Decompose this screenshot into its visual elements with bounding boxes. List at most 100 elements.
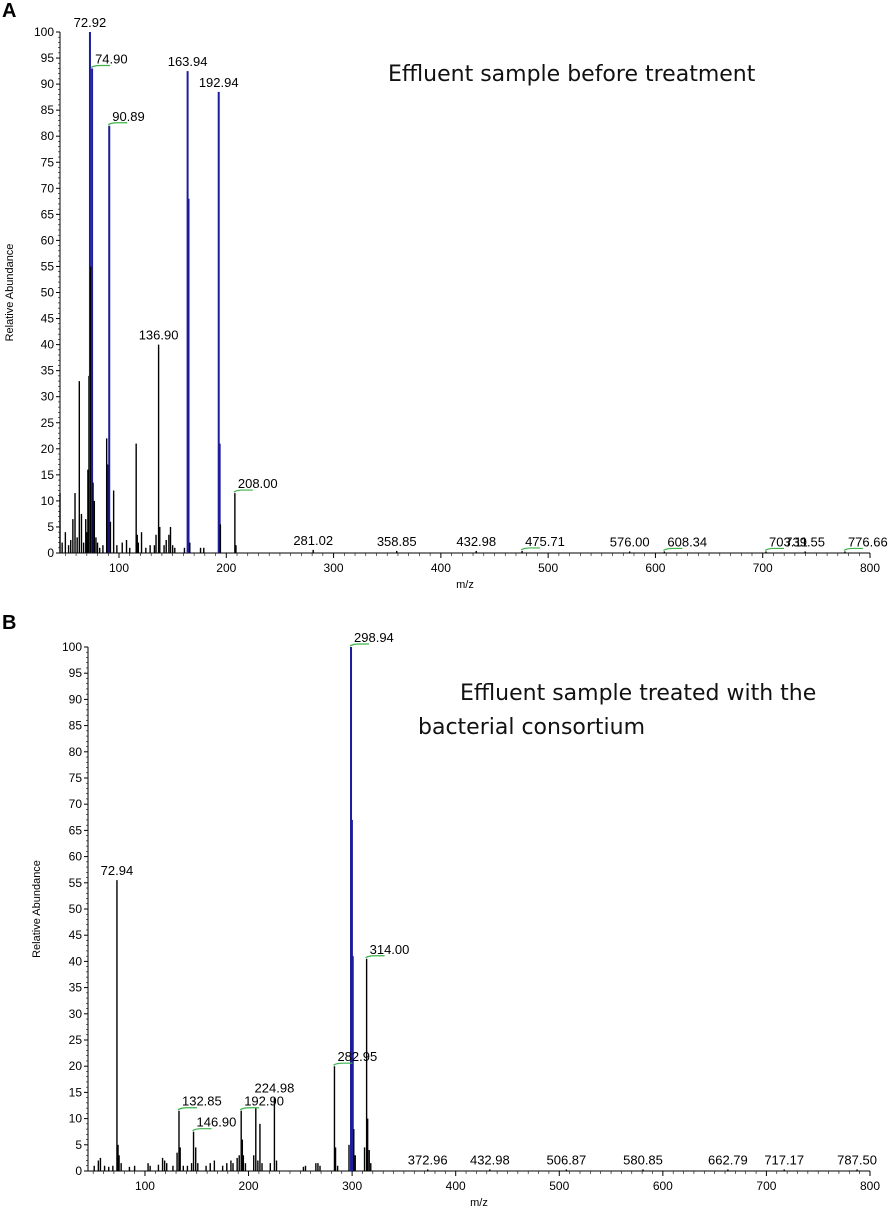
y-tick-label: 60 — [69, 850, 83, 864]
peak-label-marker — [764, 547, 785, 551]
x-tick-label: 400 — [431, 561, 451, 575]
peak-label-marker — [233, 489, 253, 493]
peak-label-marker — [192, 1128, 212, 1132]
peak-label: 608.34 — [667, 534, 707, 549]
peak-label: 475.71 — [525, 534, 565, 549]
y-tick-label: 65 — [41, 207, 55, 221]
y-tick-label: 45 — [69, 928, 83, 942]
peak-label: 74.90 — [95, 51, 128, 66]
y-tick-label: 15 — [41, 468, 55, 482]
peak-label: 282.95 — [337, 1049, 377, 1064]
y-tick-label: 75 — [69, 771, 83, 785]
y-tick-label: 20 — [41, 442, 55, 456]
y-tick-label: 15 — [69, 1085, 83, 1099]
y-tick-label: 90 — [69, 692, 83, 706]
peak-label: 192.94 — [199, 75, 239, 90]
y-tick-label: 75 — [41, 155, 55, 169]
y-tick-label: 40 — [41, 338, 55, 352]
peak-label: 432.98 — [470, 1152, 510, 1167]
x-tick-label: 200 — [216, 561, 236, 575]
peak-label: 72.94 — [101, 863, 134, 878]
peak-label: 703.11 — [769, 534, 808, 549]
peak-label: 136.90 — [139, 328, 179, 343]
y-tick-label: 30 — [69, 1007, 83, 1021]
y-tick-label: 30 — [41, 390, 55, 404]
peak-label-marker — [333, 1062, 353, 1066]
y-tick-label: 35 — [69, 981, 83, 995]
x-tick-label: 800 — [860, 1179, 880, 1193]
peak-label-marker — [349, 643, 370, 647]
panel-b-letter: B — [2, 612, 17, 634]
y-tick-label: 55 — [69, 876, 83, 890]
peak-label: 192.90 — [244, 1094, 284, 1109]
peak-label: 372.96 — [408, 1152, 448, 1167]
peak-label: 580.85 — [623, 1152, 663, 1167]
x-tick-label: 500 — [538, 561, 558, 575]
y-tick-label: 35 — [41, 364, 55, 378]
y-tick-label: 5 — [75, 1138, 82, 1152]
x-axis-label: m/z — [456, 579, 474, 591]
peak-label: 72.92 — [74, 15, 107, 30]
peak-label-marker — [843, 547, 863, 551]
x-tick-label: 700 — [756, 1179, 776, 1193]
y-tick-label: 25 — [69, 1033, 83, 1047]
y-tick-label: 90 — [41, 77, 55, 91]
peak-label: 432.98 — [456, 534, 496, 549]
peak-label-marker — [177, 1107, 197, 1111]
x-tick-label: 600 — [645, 561, 665, 575]
panel-a-letter: A — [2, 0, 17, 22]
x-tick-label: 400 — [446, 1179, 466, 1193]
peak-label-marker — [107, 122, 128, 126]
peak-label: 281.02 — [293, 533, 333, 548]
y-tick-label: 70 — [41, 181, 55, 195]
panel-a-spectrum-chart: 0 5 10 15 20 25 30 35 40 45 50 55 60 65 70 75 80 85 90 95 10… — [4, 15, 888, 591]
peak-label-marker — [239, 1107, 260, 1111]
peak-label: 298.94 — [354, 630, 394, 645]
peak-label-marker — [365, 955, 385, 959]
peak-label: 208.00 — [238, 476, 278, 491]
y-tick-label: 80 — [69, 745, 83, 759]
panel-b-subtitle-line-2: bacterial consortium — [418, 715, 646, 740]
y-tick-label: 10 — [69, 1112, 83, 1126]
panel-b-spectrum-chart: 0 5 10 15 20 25 30 35 40 45 50 55 60 65 70 75 80 85 90 95 10… — [31, 630, 880, 1209]
x-tick-label: 200 — [239, 1179, 259, 1193]
y-axis-label: Relative Abundance — [4, 244, 16, 342]
peak-label: 787.50 — [837, 1152, 877, 1167]
peak-label: 314.00 — [370, 942, 410, 957]
y-tick-label: 80 — [41, 129, 55, 143]
panel-b-subtitle-line-1: Effluent sample treated with the — [460, 681, 817, 706]
peak-label-marker — [90, 64, 111, 68]
peak-label: 163.94 — [168, 54, 208, 69]
y-tick-label: 0 — [47, 546, 54, 560]
x-tick-label: 100 — [109, 561, 129, 575]
x-tick-label: 300 — [324, 561, 344, 575]
peak-label: 776.66 — [848, 534, 888, 549]
x-tick-label: 800 — [860, 561, 880, 575]
peak-label-marker — [663, 547, 683, 551]
peak-label: 739.55 — [785, 534, 825, 549]
y-tick-label: 65 — [69, 823, 83, 837]
peak-label-marker — [520, 547, 541, 551]
peak-label: 506.87 — [547, 1152, 587, 1167]
y-tick-label: 20 — [69, 1059, 83, 1073]
x-tick-label: 100 — [135, 1179, 155, 1193]
y-tick-label: 40 — [69, 954, 83, 968]
y-tick-label: 5 — [47, 520, 54, 534]
peak-label: 146.90 — [197, 1115, 237, 1130]
x-tick-label: 500 — [549, 1179, 569, 1193]
y-tick-label: 50 — [69, 902, 83, 916]
y-tick-label: 10 — [41, 494, 55, 508]
y-tick-label: 70 — [69, 797, 83, 811]
peak-label: 576.00 — [610, 534, 650, 549]
y-tick-label: 95 — [41, 51, 55, 65]
x-axis-label: m/z — [470, 1197, 488, 1209]
y-tick-label: 45 — [41, 312, 55, 326]
x-tick-label: 600 — [653, 1179, 673, 1193]
y-tick-label: 25 — [41, 416, 55, 430]
y-axis-label: Relative Abundance — [31, 860, 43, 958]
y-tick-label: 50 — [41, 286, 55, 300]
peak-label: 662.79 — [708, 1152, 748, 1167]
y-tick-label: 100 — [34, 25, 54, 39]
y-tick-label: 100 — [62, 640, 82, 654]
y-tick-label: 95 — [69, 666, 83, 680]
